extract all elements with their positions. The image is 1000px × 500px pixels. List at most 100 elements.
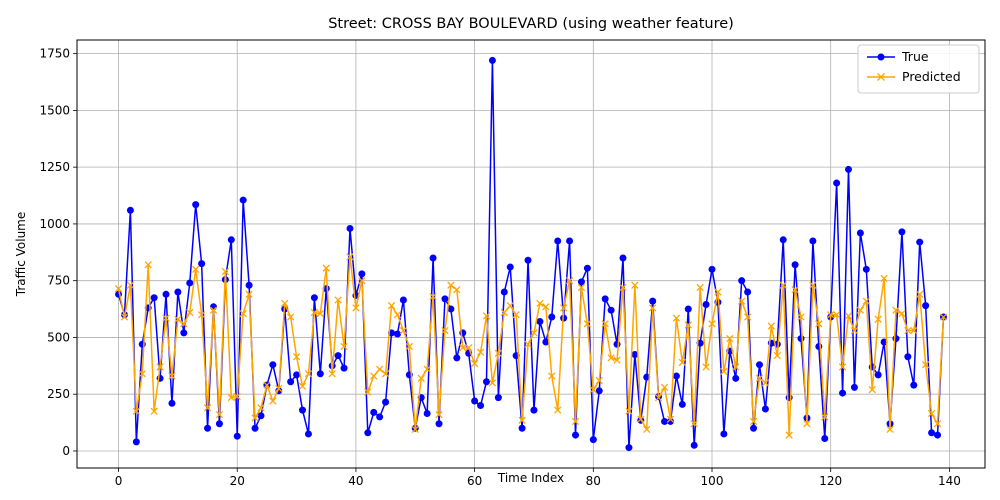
data-point-predicted xyxy=(678,358,686,367)
data-point-true xyxy=(399,296,407,304)
y-tick-label: 750 xyxy=(47,274,70,288)
data-point-predicted xyxy=(548,372,556,380)
data-point-predicted xyxy=(168,372,176,380)
data-point-true xyxy=(192,201,200,209)
data-point-predicted xyxy=(192,265,200,273)
x-axis: 0 20 40 60 80 100 120 140 xyxy=(115,468,961,488)
data-point-predicted xyxy=(732,363,740,371)
data-point-predicted xyxy=(334,296,342,304)
data-point-predicted xyxy=(150,407,158,415)
data-point-predicted xyxy=(530,329,538,337)
data-point-predicted xyxy=(880,274,888,283)
data-point-true xyxy=(601,295,609,303)
data-point-true xyxy=(209,303,217,311)
data-point-predicted xyxy=(494,349,503,357)
data-point-true xyxy=(162,290,170,298)
data-point-true xyxy=(346,224,354,232)
data-point-predicted xyxy=(666,415,675,423)
data-point-true xyxy=(720,430,728,438)
legend-true-marker xyxy=(877,53,885,61)
data-point-predicted xyxy=(536,299,544,308)
data-point-predicted xyxy=(631,281,639,289)
data-point-predicted xyxy=(126,281,135,289)
data-point-predicted xyxy=(518,416,526,424)
data-point-true xyxy=(126,206,134,214)
data-point-predicted xyxy=(281,299,289,308)
data-point-predicted xyxy=(453,286,461,294)
data-point-true xyxy=(809,237,817,245)
data-point-true xyxy=(524,256,532,264)
y-tick-label: 1750 xyxy=(39,47,70,61)
data-point-predicted xyxy=(785,431,793,439)
data-point-predicted xyxy=(524,340,532,348)
legend-predicted-marker xyxy=(877,73,885,81)
data-point-true xyxy=(595,387,603,395)
data-point-predicted xyxy=(595,376,603,385)
data-point-true xyxy=(471,397,479,405)
data-point-predicted xyxy=(482,312,491,320)
data-point-true xyxy=(488,56,496,64)
y-tick-label: 0 xyxy=(62,444,70,458)
data-point-predicted xyxy=(939,313,948,321)
data-point-predicted xyxy=(174,315,182,323)
data-point-true xyxy=(708,265,716,273)
data-point-predicted xyxy=(856,306,865,314)
data-point-predicted xyxy=(660,383,669,392)
data-point-predicted xyxy=(310,308,319,317)
data-point-true xyxy=(666,417,674,425)
data-point-predicted xyxy=(767,322,776,330)
data-point-predicted xyxy=(625,407,633,415)
data-point-true xyxy=(554,237,562,245)
data-point-predicted xyxy=(405,342,413,351)
data-point-predicted xyxy=(186,308,194,317)
data-point-predicted xyxy=(227,393,235,402)
data-point-true xyxy=(845,165,853,173)
data-point-true xyxy=(607,306,615,314)
data-point-true xyxy=(779,236,787,244)
data-point-true xyxy=(750,424,758,432)
data-point-predicted xyxy=(726,334,734,343)
data-point-predicted xyxy=(233,392,241,401)
data-point-true xyxy=(358,270,366,278)
data-point-true xyxy=(542,338,550,346)
data-point-true xyxy=(364,429,372,437)
data-point-predicted xyxy=(346,253,354,261)
data-point-predicted xyxy=(114,284,123,293)
data-point-true xyxy=(732,374,740,382)
data-point-predicted xyxy=(399,326,408,335)
data-point-true xyxy=(661,417,669,425)
data-point-true xyxy=(862,265,870,273)
data-point-true xyxy=(447,305,455,313)
data-point-predicted xyxy=(435,410,443,419)
data-point-predicted xyxy=(120,313,129,321)
data-point-true xyxy=(815,343,823,351)
legend-true-label: True xyxy=(901,49,929,64)
data-point-true xyxy=(393,330,401,338)
data-point-predicted xyxy=(370,372,378,380)
plot-frame xyxy=(76,39,986,469)
data-point-predicted xyxy=(328,370,336,378)
data-point-predicted xyxy=(180,320,188,328)
y-tick-label: 1250 xyxy=(39,160,70,174)
data-point-true xyxy=(435,420,443,428)
data-point-predicted xyxy=(827,311,835,319)
data-point-predicted xyxy=(708,320,716,328)
data-point-true xyxy=(738,277,746,285)
data-point-predicted xyxy=(696,283,704,292)
data-point-predicted xyxy=(286,313,295,321)
data-point-predicted xyxy=(476,348,485,356)
data-point-true xyxy=(631,350,639,358)
data-point-true xyxy=(186,279,194,287)
data-point-predicted xyxy=(470,359,479,368)
x-tick-label: 0 xyxy=(115,474,123,488)
data-point-true xyxy=(702,301,710,309)
data-point-true xyxy=(755,361,763,369)
y-tick-label: 1000 xyxy=(39,217,70,231)
data-point-predicted xyxy=(239,309,247,318)
data-point-predicted xyxy=(649,304,657,312)
data-point-predicted xyxy=(304,370,313,378)
data-point-true xyxy=(423,410,431,418)
data-point-predicted xyxy=(619,283,627,292)
data-point-true xyxy=(625,444,633,452)
